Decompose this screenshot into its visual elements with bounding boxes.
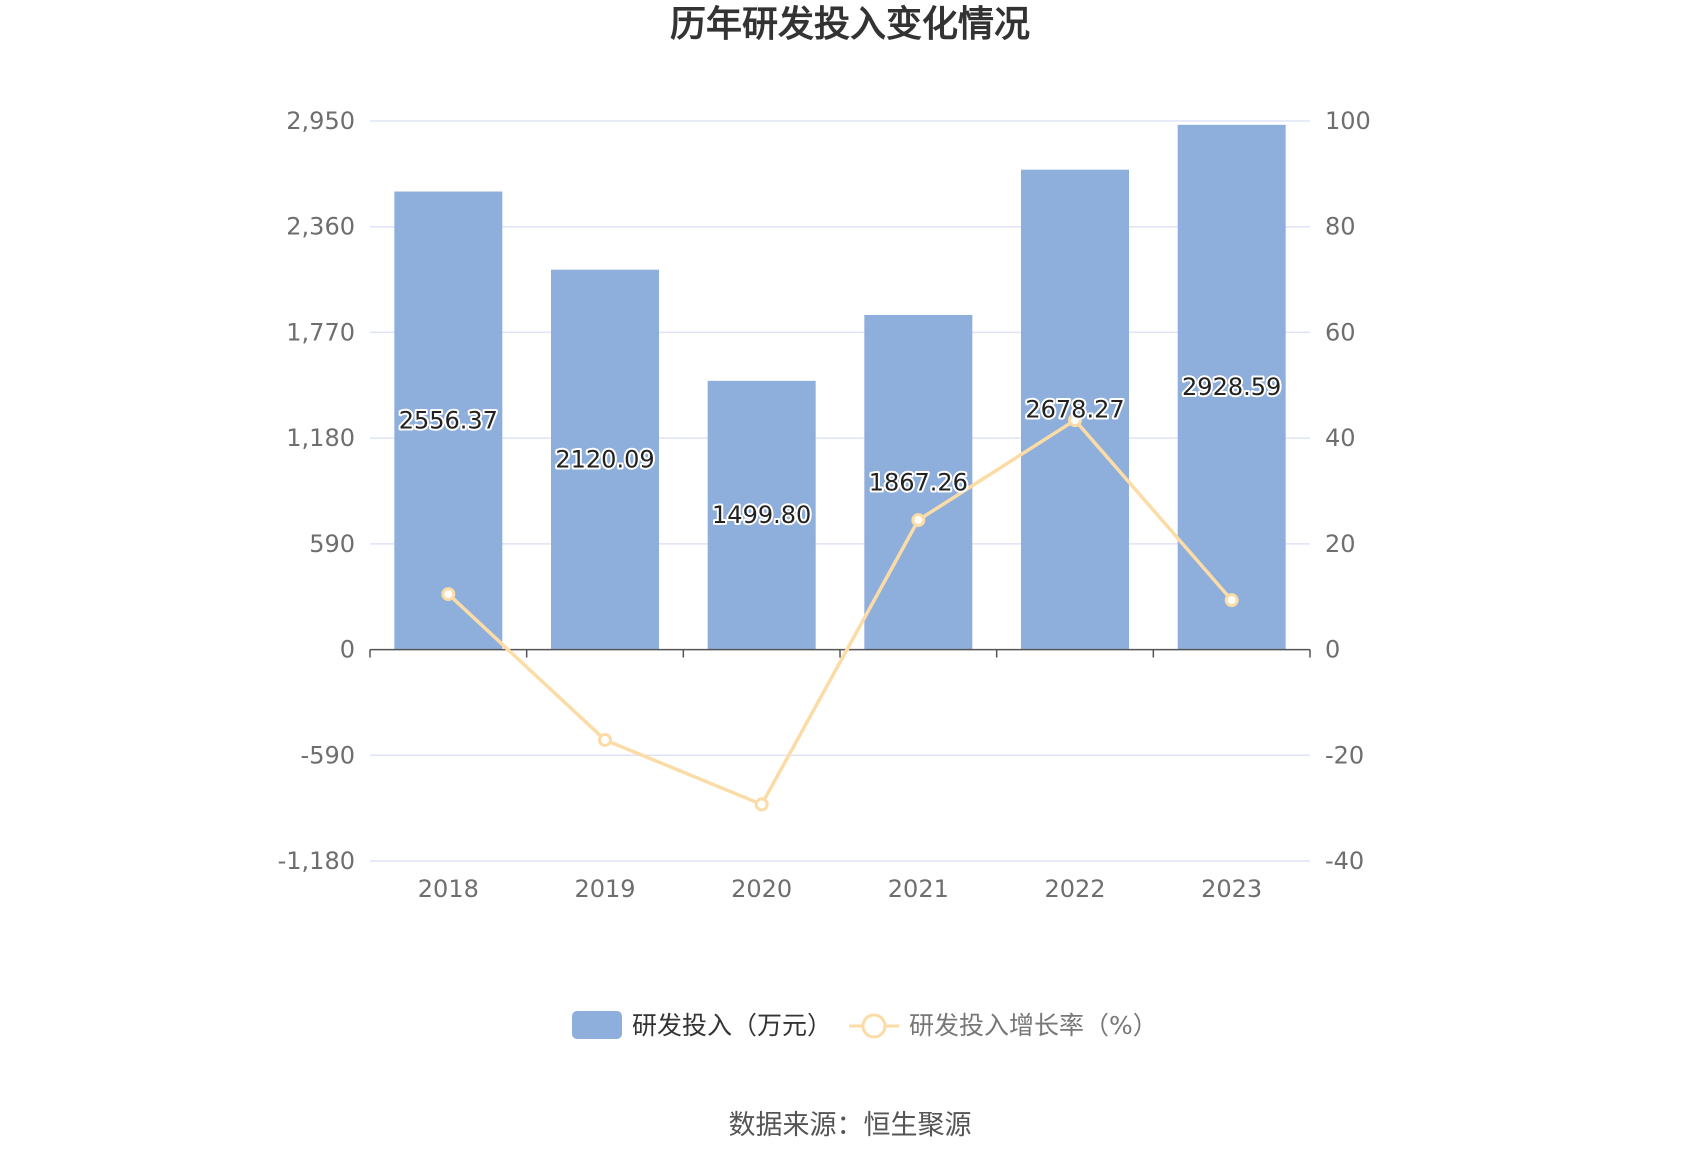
y-left-tick-label: 0 bbox=[340, 636, 355, 664]
bar-data-label: 1499.80 bbox=[712, 501, 811, 529]
growth-line bbox=[447, 418, 1233, 807]
line-point bbox=[911, 513, 926, 528]
x-category-label: 2023 bbox=[1201, 875, 1262, 903]
bar bbox=[707, 380, 816, 650]
line-point bbox=[1224, 593, 1239, 608]
grid-lines bbox=[370, 120, 1310, 862]
legend[interactable]: 研发投入（万元） 研发投入增长率（%） bbox=[572, 1011, 1158, 1040]
bar bbox=[1177, 124, 1286, 650]
y-right-tick-label: -40 bbox=[1325, 847, 1364, 875]
y-left-tick-label: -1,180 bbox=[278, 847, 355, 875]
y-right-tick-label: 60 bbox=[1325, 318, 1356, 346]
y-left-tick-label: 1,180 bbox=[286, 424, 355, 452]
line-point bbox=[441, 587, 456, 602]
y-left-tick-label: -590 bbox=[301, 741, 355, 769]
bar-data-label: 2556.37 bbox=[399, 407, 498, 435]
bar bbox=[394, 191, 503, 650]
y-left-tick-label: 590 bbox=[309, 530, 355, 558]
bar-data-label: 1867.26 bbox=[869, 468, 968, 496]
legend-swatch-bar[interactable] bbox=[572, 1011, 622, 1039]
bar bbox=[864, 315, 973, 650]
bar-data-label: 2928.59 bbox=[1182, 373, 1281, 401]
bar bbox=[1021, 169, 1129, 650]
bar-data-labels: 2556.37 2120.09 1499.80 1867.26 2678.27 2928.… bbox=[397, 371, 1284, 531]
bar-data-label: 2678.27 bbox=[1025, 396, 1124, 424]
y-left-tick-label: 2,360 bbox=[286, 213, 355, 241]
x-category-label: 2022 bbox=[1044, 875, 1105, 903]
y-right-tick-label: 0 bbox=[1325, 636, 1340, 664]
line-point bbox=[1068, 413, 1082, 428]
y-left-tick-label: 1,770 bbox=[286, 318, 355, 346]
y-left-tick-label: 2,950 bbox=[286, 107, 355, 135]
bar-data-label: 2120.09 bbox=[555, 446, 654, 474]
axes: -1,180 -590 0 590 1,180 1,770 2,360 2,950 -40 -20… bbox=[278, 107, 1371, 903]
x-category-label: 2019 bbox=[574, 875, 635, 903]
bar bbox=[551, 269, 659, 650]
line-point bbox=[598, 732, 612, 747]
x-category-label: 2021 bbox=[888, 875, 949, 903]
y-right-tick-label: -20 bbox=[1325, 741, 1364, 769]
legend-label-bar[interactable]: 研发投入（万元） bbox=[632, 1011, 832, 1040]
line-series bbox=[441, 413, 1239, 812]
line-point bbox=[754, 797, 769, 812]
legend-swatch-line-marker[interactable] bbox=[861, 1013, 887, 1039]
y-right-tick-label: 80 bbox=[1325, 213, 1356, 241]
y-right-tick-label: 20 bbox=[1325, 530, 1356, 558]
legend-label-line[interactable]: 研发投入增长率（%） bbox=[909, 1011, 1158, 1040]
x-category-label: 2018 bbox=[418, 875, 479, 903]
chart-title: 历年研发投入变化情况 bbox=[670, 3, 1030, 45]
data-source: 数据来源：恒生聚源 bbox=[729, 1110, 972, 1141]
y-right-tick-label: 40 bbox=[1325, 424, 1356, 452]
x-category-label: 2020 bbox=[731, 875, 792, 903]
bar-series bbox=[394, 124, 1286, 650]
y-right-tick-label: 100 bbox=[1325, 107, 1371, 135]
